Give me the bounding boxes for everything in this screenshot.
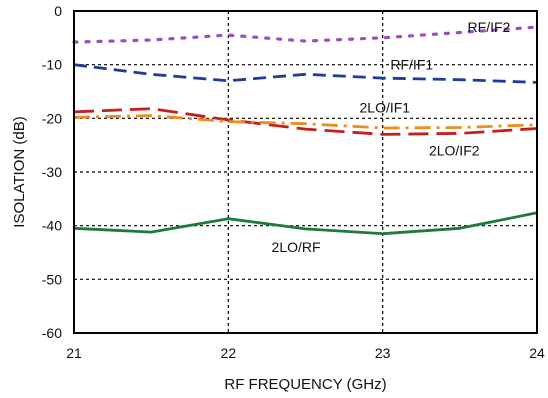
y-tick-labels: 0 -10 -20 -30 -40 -50 -60 [42, 3, 62, 341]
y-tick-label: -10 [42, 57, 62, 73]
x-tick-label: 21 [66, 345, 82, 361]
x-tick-label: 23 [375, 345, 391, 361]
series-line-2lo-if1 [73, 107, 538, 136]
grid [74, 11, 537, 333]
y-tick-label: -50 [42, 271, 62, 287]
x-tick-labels: 21 22 23 24 [66, 345, 545, 361]
series-line-2lo-if2 [73, 114, 538, 130]
x-tick-label: 22 [221, 345, 237, 361]
y-tick-label: -20 [42, 110, 62, 126]
series-label: RF/IF1 [390, 57, 433, 73]
y-tick-label: 0 [54, 3, 62, 19]
series-labels: RF/IF2 RF/IF1 2LO/IF1 2LO/IF2 2LO/RF [272, 19, 511, 255]
series-label: RF/IF2 [468, 19, 511, 35]
series-label: 2LO/IF2 [429, 143, 480, 159]
x-axis-title: RF FREQUENCY (GHz) [224, 376, 386, 393]
series-line-rf-if2 [72, 25, 539, 44]
series-label: 2LO/RF [272, 239, 321, 255]
y-tick-label: -60 [42, 325, 62, 341]
series-line-2lo-rf [73, 211, 538, 236]
y-tick-label: -30 [42, 164, 62, 180]
plot-frame [73, 10, 538, 334]
series-line-rf-if1 [73, 63, 538, 84]
series-layer [72, 25, 539, 236]
y-tick-label: -40 [42, 218, 62, 234]
x-tick-label: 24 [529, 345, 545, 361]
series-label: 2LO/IF1 [360, 100, 411, 116]
y-axis-title: ISOLATION (dB) [11, 116, 28, 227]
